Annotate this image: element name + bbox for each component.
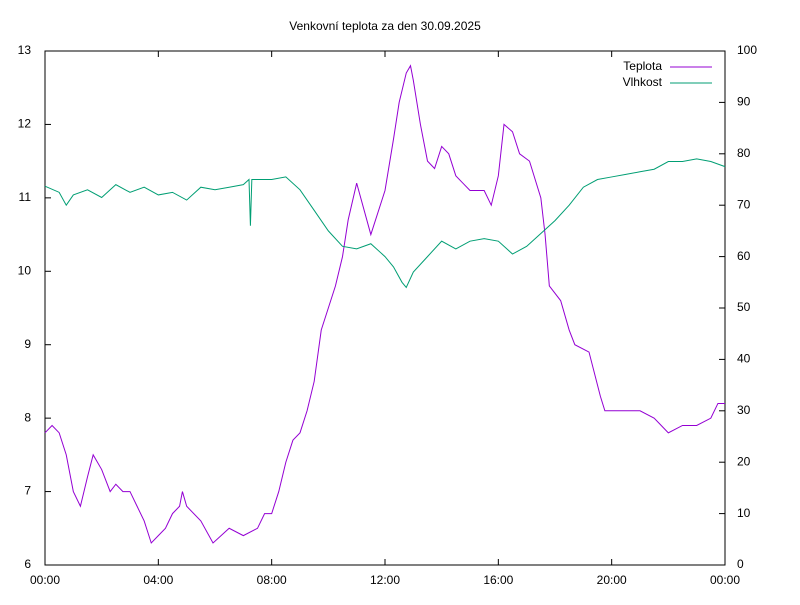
legend-label: Teplota <box>623 59 662 73</box>
y-tick-label: 12 <box>18 117 32 131</box>
y-tick-label: 7 <box>24 484 31 498</box>
plot-frame <box>44 50 726 566</box>
y2-tick-label: 80 <box>737 146 751 160</box>
chart-title: Venkovní teplota za den 30.09.2025 <box>289 19 481 33</box>
y-tick-label: 9 <box>24 337 31 351</box>
y2-tick-label: 50 <box>737 300 751 314</box>
y2-tick-label: 60 <box>737 249 751 263</box>
x-tick-label: 00:00 <box>710 573 740 587</box>
y-tick-label: 8 <box>24 410 31 424</box>
y2-tick-label: 30 <box>737 403 751 417</box>
series-line <box>44 64 725 544</box>
y2-tick-label: 100 <box>737 43 757 57</box>
series-line <box>44 158 726 289</box>
y2-tick-label: 40 <box>737 352 751 366</box>
legend-label: Vlhkost <box>623 75 663 89</box>
x-tick-label: 04:00 <box>143 573 173 587</box>
y2-tick-label: 20 <box>737 454 751 468</box>
x-tick-label: 20:00 <box>597 573 627 587</box>
y-tick-label: 11 <box>19 190 32 204</box>
x-tick-label: 08:00 <box>257 573 287 587</box>
x-tick-label: 00:00 <box>30 573 60 587</box>
y-tick-label: 6 <box>24 557 31 571</box>
y-tick-label: 13 <box>18 43 32 57</box>
y-tick-label: 10 <box>18 263 32 277</box>
y2-tick-label: 10 <box>737 506 751 520</box>
y2-tick-label: 0 <box>737 557 744 571</box>
x-tick-label: 12:00 <box>370 573 400 587</box>
x-tick-label: 16:00 <box>483 573 513 587</box>
y2-tick-label: 90 <box>737 95 751 109</box>
y2-tick-label: 70 <box>737 197 751 211</box>
